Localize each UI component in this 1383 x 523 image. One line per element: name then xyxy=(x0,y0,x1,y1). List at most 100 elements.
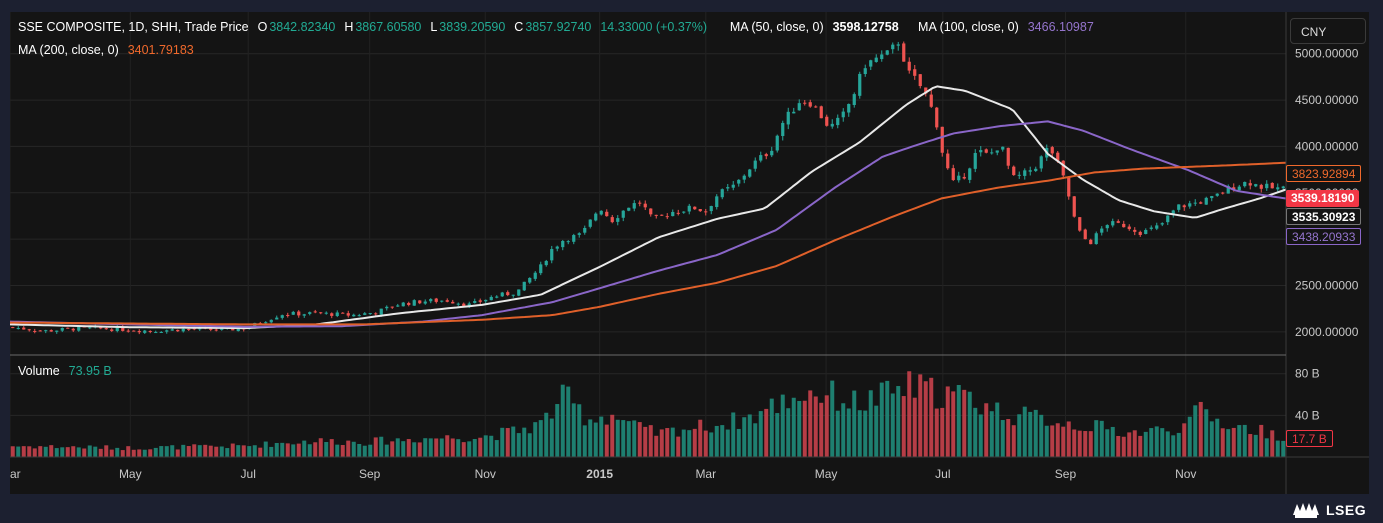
volume-bar xyxy=(1138,435,1143,457)
candle-body xyxy=(467,303,471,307)
volume-bar xyxy=(208,445,213,457)
ma50-label: MA (50, close, 0) xyxy=(729,20,824,34)
candle-body xyxy=(1100,228,1104,233)
volume-bar xyxy=(808,390,813,457)
volume-bar xyxy=(599,416,604,457)
candle-body xyxy=(990,152,994,154)
volume-bar xyxy=(313,442,318,457)
candle-body xyxy=(418,300,422,304)
candle-body xyxy=(1199,202,1203,204)
candle-body xyxy=(643,203,647,208)
volume-bar xyxy=(780,394,785,457)
candle-body xyxy=(324,312,328,314)
candle-body xyxy=(1248,183,1252,186)
currency-selector-button[interactable]: CNY xyxy=(1290,18,1366,44)
volume-bar xyxy=(962,389,967,457)
candle-body xyxy=(819,106,823,119)
ma200-value: 3401.79183 xyxy=(127,43,194,57)
candle-body xyxy=(280,315,284,318)
candle-body xyxy=(940,126,944,153)
volume-bar xyxy=(269,446,274,457)
volume-bar xyxy=(1055,423,1060,457)
candle-body xyxy=(775,135,779,151)
volume-bar xyxy=(258,447,263,457)
candle-body xyxy=(22,327,26,330)
volume-bar xyxy=(219,446,224,457)
time-tick-label: May xyxy=(119,467,142,481)
volume-bar xyxy=(1050,425,1055,457)
volume-bar xyxy=(973,407,978,457)
volume-bar xyxy=(10,446,15,457)
volume-bar xyxy=(522,427,527,457)
candle-body xyxy=(313,311,317,313)
candle-body xyxy=(687,205,691,212)
volume-bar xyxy=(538,420,543,457)
candle-body xyxy=(577,233,581,235)
time-tick-label: Sep xyxy=(359,467,381,481)
volume-bar xyxy=(654,435,659,457)
volume-bar xyxy=(1022,406,1027,457)
candle-body xyxy=(984,149,988,153)
candle-body xyxy=(841,111,845,118)
volume-bar xyxy=(995,402,1000,457)
volume-bar xyxy=(291,444,296,457)
candle-body xyxy=(539,264,543,274)
volume-bar xyxy=(555,404,560,457)
volume-bar xyxy=(131,449,136,457)
time-tick-label: Jul xyxy=(935,467,950,481)
candle-body xyxy=(104,328,108,330)
candle-body xyxy=(214,329,218,331)
volume-bar xyxy=(274,442,279,457)
price-tick-label: 2500.00000 xyxy=(1295,278,1359,292)
candle-body xyxy=(412,300,416,306)
volume-bar xyxy=(478,437,483,457)
volume-bar xyxy=(637,422,642,457)
candle-body xyxy=(192,328,196,330)
volume-bar xyxy=(197,445,202,457)
volume-bar xyxy=(1044,425,1049,457)
volume-bar xyxy=(1220,428,1225,457)
volume-bar xyxy=(544,412,549,457)
candle-body xyxy=(1039,156,1043,169)
candle-body xyxy=(209,328,213,330)
candle-body xyxy=(16,328,20,330)
candle-body xyxy=(962,176,966,179)
candle-body xyxy=(1023,170,1027,176)
volume-bar xyxy=(648,425,653,457)
candle-body xyxy=(429,299,433,302)
volume-bar xyxy=(1193,405,1198,457)
volume-bar xyxy=(923,381,928,457)
volume-bar xyxy=(153,447,158,457)
time-tick-label: 2015 xyxy=(586,467,613,481)
candle-body xyxy=(594,213,598,221)
volume-bar xyxy=(901,396,906,457)
candle-body xyxy=(1067,176,1071,197)
candle-body xyxy=(1276,187,1280,190)
candle-body xyxy=(654,214,658,216)
volume-bar xyxy=(263,441,268,457)
close-label: C xyxy=(514,20,524,34)
volume-bar xyxy=(120,450,125,457)
volume-bar xyxy=(181,444,186,457)
price-tick-label: 2000.00000 xyxy=(1295,325,1359,339)
candle-body xyxy=(115,327,119,332)
candle-body xyxy=(665,216,669,218)
high-label: H xyxy=(344,20,354,34)
candle-body xyxy=(1232,187,1236,190)
volume-bar xyxy=(461,442,466,457)
candle-body xyxy=(852,94,856,106)
candle-body xyxy=(165,330,169,332)
volume-bar xyxy=(82,448,87,457)
volume-bar xyxy=(71,446,76,457)
volume-bar xyxy=(868,390,873,457)
candle-body xyxy=(286,314,290,316)
low-label: L xyxy=(430,20,438,34)
volume-bar xyxy=(786,408,791,457)
candle-body xyxy=(913,69,917,76)
candle-body xyxy=(1083,229,1087,240)
volume-bar xyxy=(511,426,516,457)
candle-body xyxy=(627,207,631,211)
candle-body xyxy=(786,111,790,125)
volume-bar xyxy=(1127,432,1132,457)
candle-body xyxy=(220,328,224,330)
